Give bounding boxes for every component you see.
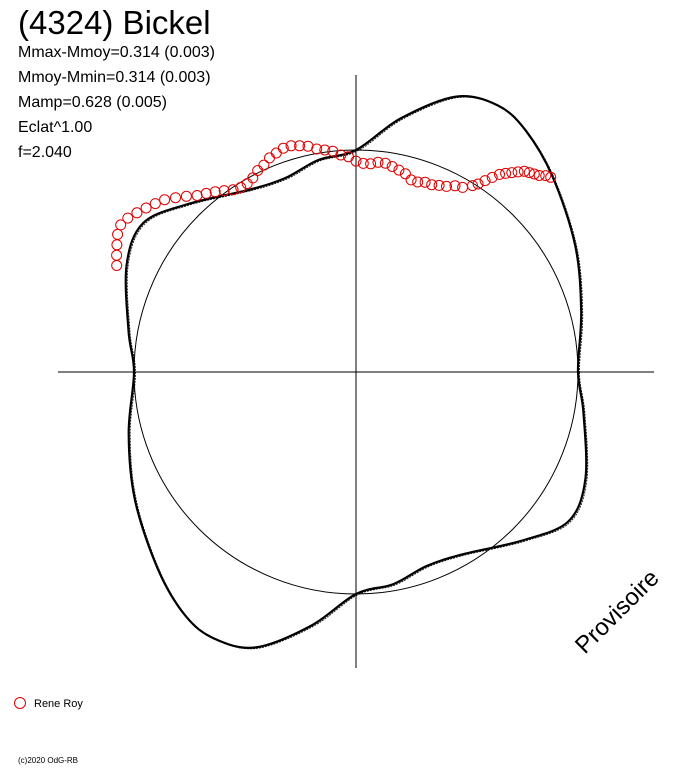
data-point: [209, 186, 221, 198]
stat-frequency: f=2.040: [18, 144, 72, 161]
data-point: [285, 140, 297, 152]
copyright: (c)2020 OdG-RB: [18, 756, 79, 765]
data-point: [264, 152, 275, 164]
data-point: [500, 167, 512, 179]
data-point: [472, 178, 484, 190]
data-point: [379, 157, 391, 169]
data-point: [115, 219, 127, 231]
data-point: [494, 168, 505, 180]
data-point: [457, 181, 469, 193]
data-point: [479, 175, 491, 187]
data-point: [540, 170, 552, 182]
data-point: [252, 165, 264, 176]
data-point: [131, 207, 143, 219]
data-point: [528, 168, 540, 180]
data-point: [512, 166, 524, 178]
data-point: [111, 249, 123, 261]
data-point: [200, 187, 212, 199]
data-point: [419, 176, 431, 188]
data-point: [523, 167, 535, 179]
observation-points: [111, 140, 557, 271]
data-point: [111, 260, 123, 271]
plot-axes: [58, 75, 654, 668]
data-point: [433, 179, 445, 191]
data-point: [357, 157, 369, 169]
data-point: [343, 151, 354, 163]
data-point: [149, 198, 161, 210]
data-point: [270, 147, 282, 159]
data-point: [545, 171, 557, 183]
data-point: [294, 140, 306, 152]
data-point: [112, 228, 124, 240]
legend-marker-icon: [14, 697, 26, 709]
data-point: [372, 156, 384, 168]
data-point: [533, 170, 545, 181]
data-point: [122, 212, 134, 224]
data-point: [241, 178, 253, 190]
data-point: [506, 167, 518, 179]
data-point: [227, 184, 239, 196]
data-point: [319, 144, 331, 156]
data-point: [426, 179, 438, 191]
legend-label: Rene Roy: [34, 698, 83, 710]
data-point: [247, 172, 259, 184]
data-point: [441, 180, 452, 192]
data-point: [111, 239, 123, 251]
data-point: [518, 165, 530, 177]
data-point: [365, 158, 377, 170]
stat-eclat: Eclat^1.00: [18, 119, 93, 136]
data-point: [180, 190, 192, 202]
data-point: [399, 168, 411, 180]
stat-mmax-mmoy: Mmax-Mmoy=0.314 (0.003): [18, 44, 215, 61]
data-point: [405, 174, 417, 186]
data-point: [327, 145, 339, 157]
stat-mmoy-mmin: Mmoy-Mmin=0.314 (0.003): [18, 69, 211, 86]
data-point: [449, 180, 461, 192]
data-point: [486, 171, 498, 183]
data-point: [140, 202, 152, 214]
data-point: [170, 192, 181, 204]
stat-mamp: Mamp=0.628 (0.005): [18, 94, 167, 111]
data-point: [191, 190, 203, 201]
data-point: [258, 159, 270, 171]
data-point: [302, 140, 314, 152]
data-point: [412, 176, 424, 188]
data-point: [218, 185, 230, 197]
data-point: [235, 182, 247, 193]
data-point: [393, 164, 405, 176]
legend: Rene Roy: [14, 697, 83, 711]
data-point: [159, 194, 171, 206]
data-point: [386, 161, 398, 172]
model-curve-jitter: [126, 96, 589, 650]
chart-title: (4324) Bickel: [18, 4, 211, 41]
model-curve-group: [124, 95, 589, 650]
